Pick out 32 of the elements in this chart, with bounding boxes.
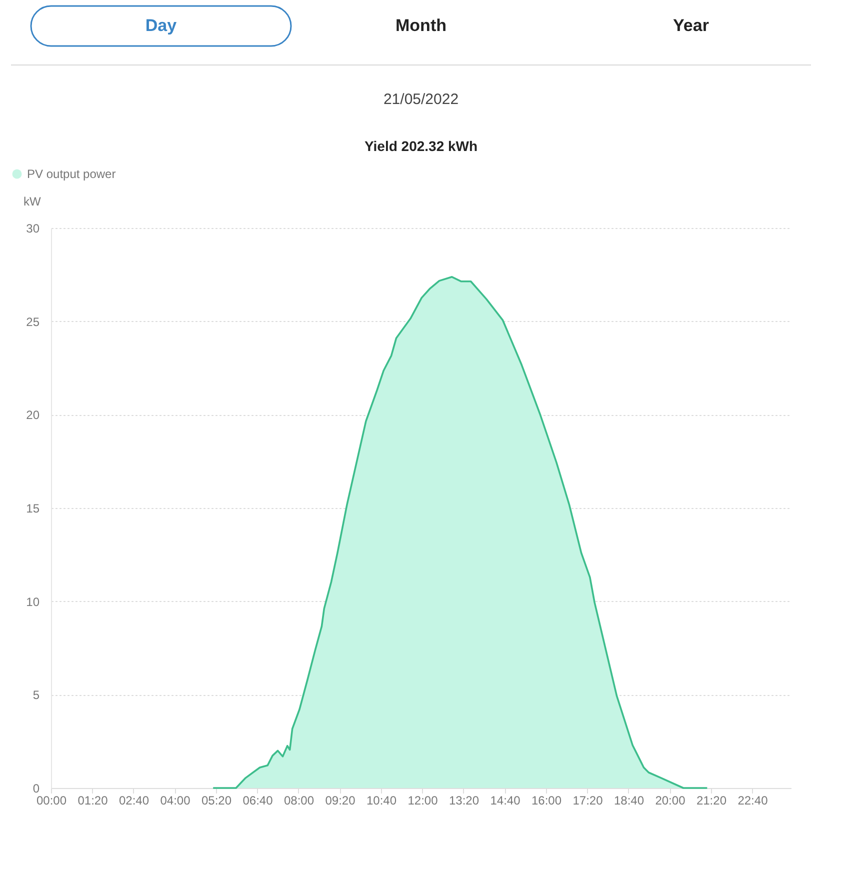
x-tick-label: 00:00 [36, 794, 67, 808]
chart-subtitle: 21/05/2022 [383, 91, 459, 108]
x-tick-label: 17:20 [572, 794, 604, 808]
x-tick-label: 10:40 [366, 794, 397, 808]
x-tick-label: 13:20 [448, 794, 480, 808]
y-tick-label: 15 [26, 502, 40, 516]
x-tick-label: 18:40 [614, 794, 644, 808]
y-tick-label: 5 [32, 688, 40, 702]
x-tick-label: 04:00 [160, 794, 191, 808]
x-tick-label: 12:00 [408, 794, 438, 808]
y-tick-label: 0 [32, 782, 40, 796]
y-tick-label: 25 [26, 314, 40, 329]
x-tick-label: 09:20 [325, 794, 356, 808]
y-tick-label: 20 [26, 408, 40, 422]
text: Year [673, 16, 710, 35]
x-tick-label: 05:20 [201, 794, 232, 808]
y-tick-label: 10 [26, 594, 40, 609]
text: Day [145, 16, 178, 35]
x-tick-label: 01:20 [78, 794, 108, 808]
x-tick-label: 20:00 [655, 794, 686, 808]
text: Month [396, 16, 446, 35]
x-tick-label: 08:00 [284, 794, 314, 808]
x-tick-label: 06:40 [242, 794, 274, 808]
chart-title: Yield 202.32 kWh [364, 138, 478, 154]
x-tick-label: 14:40 [490, 794, 521, 808]
y-axis-title: kW [24, 194, 42, 208]
x-tick-label: 16:00 [531, 794, 562, 808]
x-tick-label: 02:40 [118, 794, 150, 808]
x-tick-label: 21:20 [696, 794, 727, 808]
y-tick-label: 30 [26, 222, 40, 236]
x-tick-label: 22:40 [738, 794, 768, 808]
legend-label: PV output power [27, 167, 116, 181]
